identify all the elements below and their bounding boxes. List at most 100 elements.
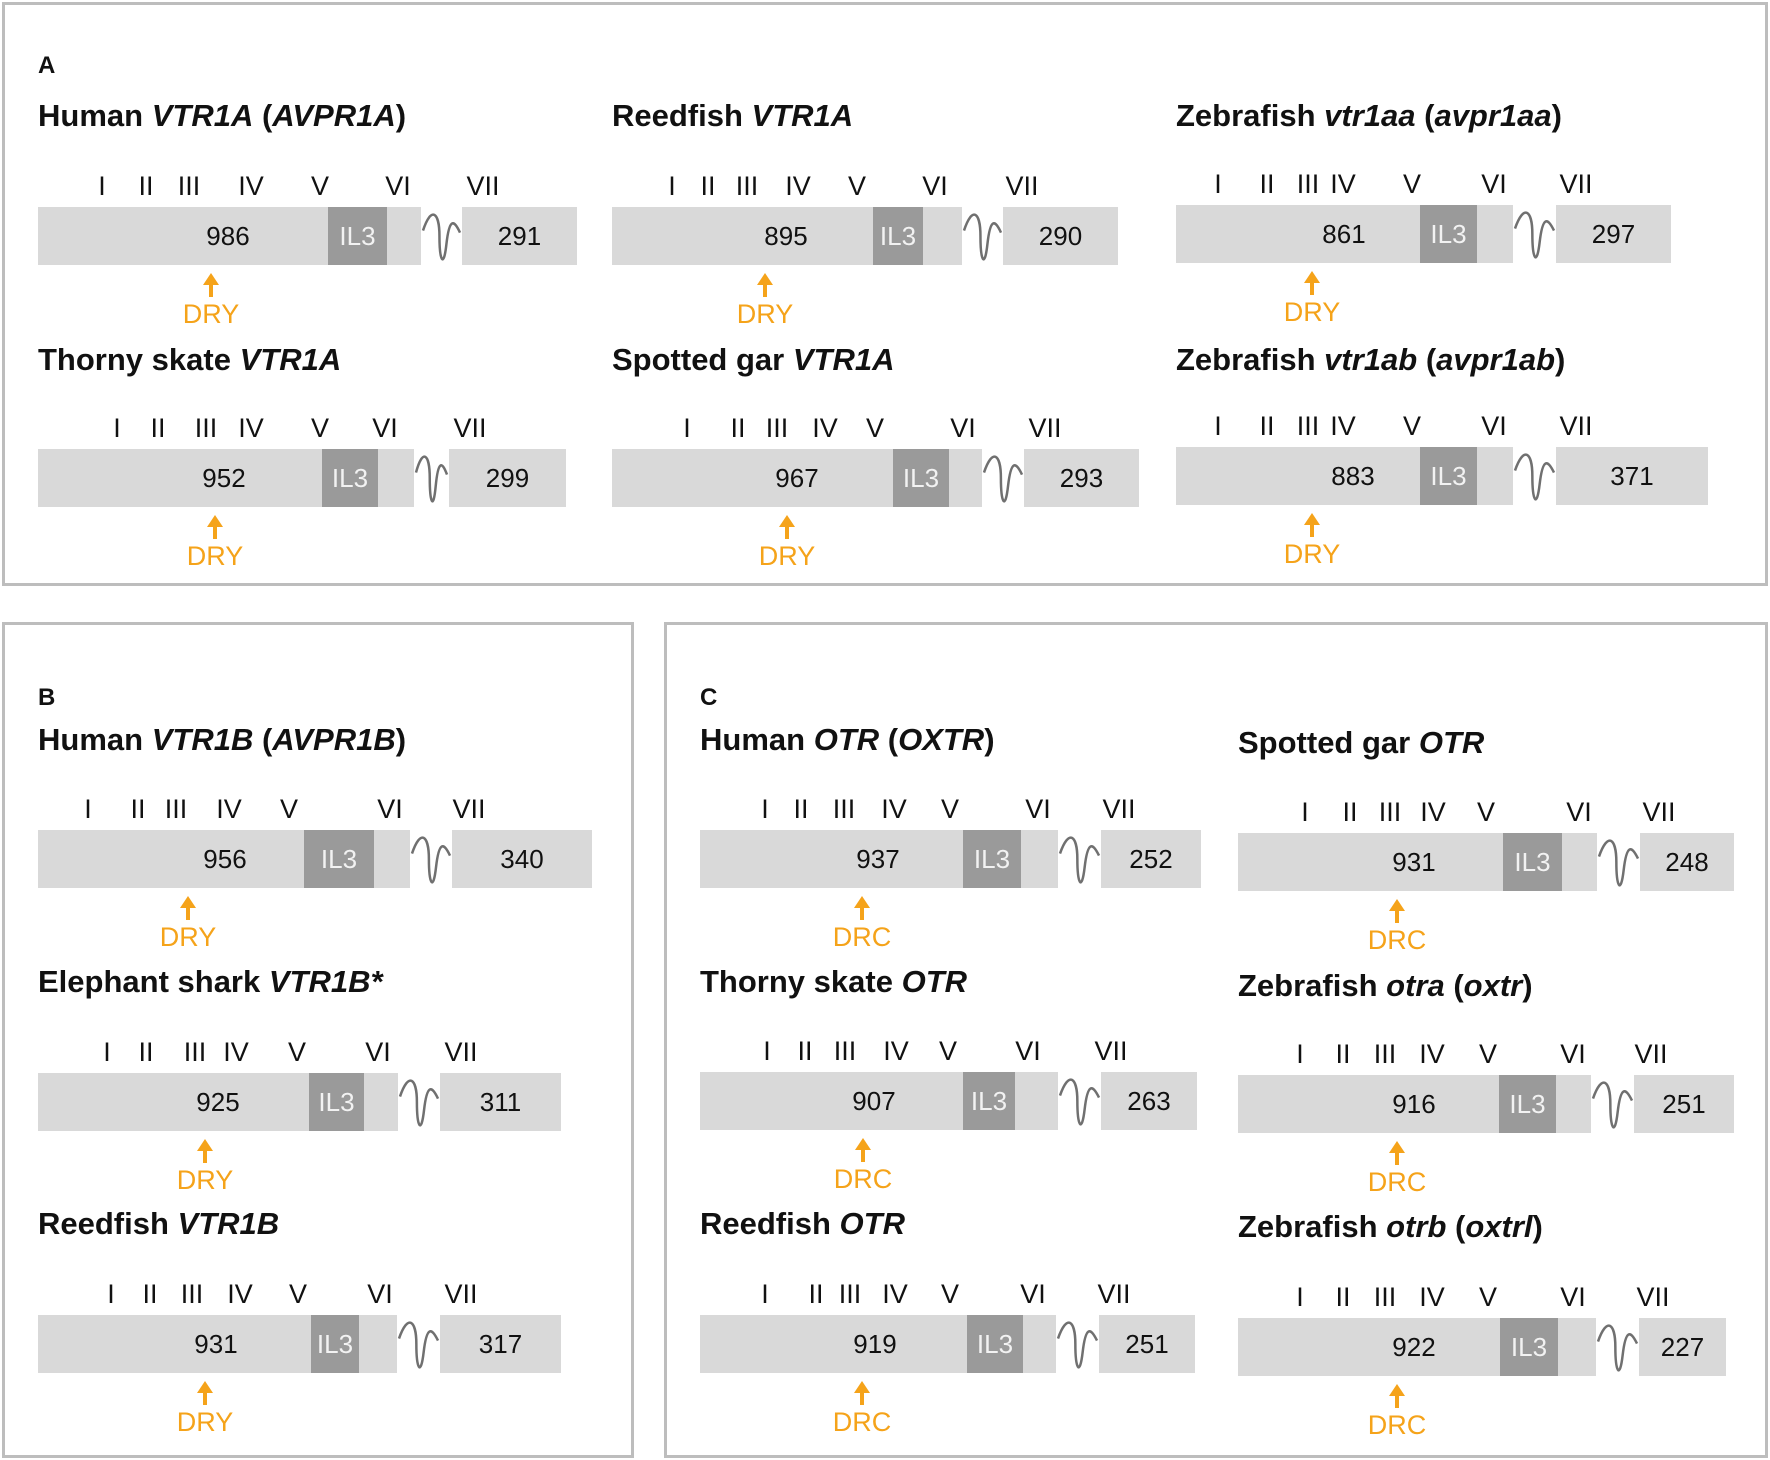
tm-label: VII xyxy=(453,413,487,443)
tm-label: II xyxy=(793,794,809,824)
arrow-shape xyxy=(203,273,219,297)
intron-line xyxy=(398,1079,440,1127)
il3-box: IL3 xyxy=(1500,1318,1558,1376)
tm-label: III xyxy=(180,1279,204,1309)
tm-label: II xyxy=(130,794,146,824)
arrow-up-icon xyxy=(854,1381,870,1405)
exon-2 xyxy=(1556,205,1671,263)
exon-2-length: 371 xyxy=(1610,461,1654,491)
intron-icon xyxy=(397,1321,440,1369)
exon-1-length: 895 xyxy=(764,221,808,251)
gene-title: Human OTR (OXTR) xyxy=(700,722,995,757)
intron-icon xyxy=(1597,839,1640,887)
species-name: Human xyxy=(38,98,144,133)
tm-label: I xyxy=(113,413,121,443)
intron-icon xyxy=(1591,1081,1634,1129)
il3-box: IL3 xyxy=(328,207,387,265)
arrow-shape xyxy=(207,515,223,539)
tm-label: VI xyxy=(372,413,398,443)
arrow-shape xyxy=(1304,513,1320,537)
tm-label: I xyxy=(1296,1039,1304,1069)
tm-label: I xyxy=(761,1279,769,1309)
arrow-shape xyxy=(779,515,795,539)
exon-2 xyxy=(1556,447,1708,505)
exon-2-length: 227 xyxy=(1660,1332,1705,1362)
exon-2-length: 317 xyxy=(478,1329,523,1359)
panel-letter-a: A xyxy=(38,52,56,79)
exon-1-length: 986 xyxy=(206,221,250,251)
intron-icon xyxy=(1058,1078,1101,1126)
tm-label: V xyxy=(940,1279,960,1309)
tm-label: III xyxy=(183,1037,207,1067)
tm-label: IV xyxy=(883,1036,909,1066)
species-name: Reedfish xyxy=(38,1206,169,1241)
exon-2-length: 297 xyxy=(1591,219,1636,249)
intron-icon xyxy=(1596,1324,1639,1372)
tm-label: VII xyxy=(1634,1039,1668,1069)
arrow-up-icon xyxy=(203,273,219,297)
gene-symbol: OTR xyxy=(901,964,968,999)
tm-label: V xyxy=(310,171,330,201)
arrow-shape xyxy=(197,1139,213,1163)
tm-label: II xyxy=(1342,797,1358,827)
motif-label: DRY xyxy=(1283,539,1341,569)
arrow-up-icon xyxy=(854,896,870,920)
motif-label: DRY xyxy=(182,299,240,329)
intron-line xyxy=(397,1321,440,1369)
exon-2 xyxy=(1640,833,1734,891)
tm-label: V xyxy=(310,413,330,443)
il3-box: IL3 xyxy=(304,830,374,888)
tm-label: III xyxy=(194,413,218,443)
gene-alias: avpr1ab xyxy=(1436,342,1556,377)
arrow-shape xyxy=(854,896,870,920)
tm-label: III xyxy=(1296,411,1320,441)
tm-label: IV xyxy=(216,794,242,824)
gene-title: Zebrafish otrb (oxtrl) xyxy=(1238,1209,1543,1244)
il3-box: IL3 xyxy=(1503,833,1562,891)
motif-label: DRC xyxy=(1367,925,1427,955)
tm-label: I xyxy=(84,794,92,824)
exon-1-length: 956 xyxy=(203,844,247,874)
tm-label: VI xyxy=(1020,1279,1046,1309)
intron-line xyxy=(414,455,449,503)
gene-alias: OXTR xyxy=(898,722,985,757)
tm-label: V xyxy=(938,1036,958,1066)
exon-2 xyxy=(1101,1072,1197,1130)
gene-title: Zebrafish vtr1ab (avpr1ab) xyxy=(1176,342,1566,377)
tm-label: V xyxy=(279,794,299,824)
gene-symbol: VTR1A xyxy=(239,342,342,377)
species-name: Reedfish xyxy=(612,98,743,133)
tm-label: I xyxy=(1214,169,1222,199)
tm-label: VII xyxy=(1642,797,1676,827)
exon-2 xyxy=(440,1073,561,1131)
tm-label: VI xyxy=(1015,1036,1041,1066)
tm-label: III xyxy=(164,794,188,824)
gene-symbol: vtr1ab xyxy=(1324,342,1418,377)
arrow-shape xyxy=(1389,1384,1405,1408)
motif-label: DRY xyxy=(736,299,794,329)
tm-label: II xyxy=(138,1037,154,1067)
tm-label: II xyxy=(138,171,154,201)
arrow-shape xyxy=(854,1381,870,1405)
tm-label: I xyxy=(1296,1282,1304,1312)
tm-label: VI xyxy=(1566,797,1592,827)
arrow-up-icon xyxy=(1389,1384,1405,1408)
il3-box: IL3 xyxy=(873,207,923,265)
gene-symbol: VTR1A xyxy=(792,342,895,377)
motif-label: DRY xyxy=(758,541,816,571)
exon-2 xyxy=(1024,449,1139,507)
il3-box: IL3 xyxy=(1420,205,1477,263)
tm-label: III xyxy=(1373,1282,1397,1312)
tm-label: IV xyxy=(881,794,907,824)
il3-box: IL3 xyxy=(309,1073,364,1131)
species-name: Spotted gar xyxy=(612,342,785,377)
gene-alias: AVPR1A xyxy=(272,98,396,133)
gene-symbol: VTR1A xyxy=(151,98,254,133)
gene-title: Spotted gar OTR xyxy=(1238,725,1484,761)
species-name: Human xyxy=(700,722,806,757)
motif-label: DRY xyxy=(186,541,244,571)
gene-title: Zebrafish otra (oxtr) xyxy=(1238,968,1533,1003)
panel-letter-b: B xyxy=(38,684,56,711)
intron-icon xyxy=(982,455,1024,503)
motif-label: DRC xyxy=(1367,1410,1427,1440)
